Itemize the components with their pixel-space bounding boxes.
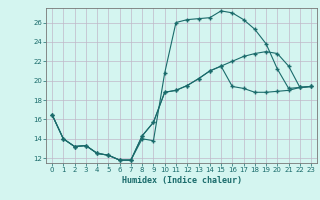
X-axis label: Humidex (Indice chaleur): Humidex (Indice chaleur) [122,176,242,185]
